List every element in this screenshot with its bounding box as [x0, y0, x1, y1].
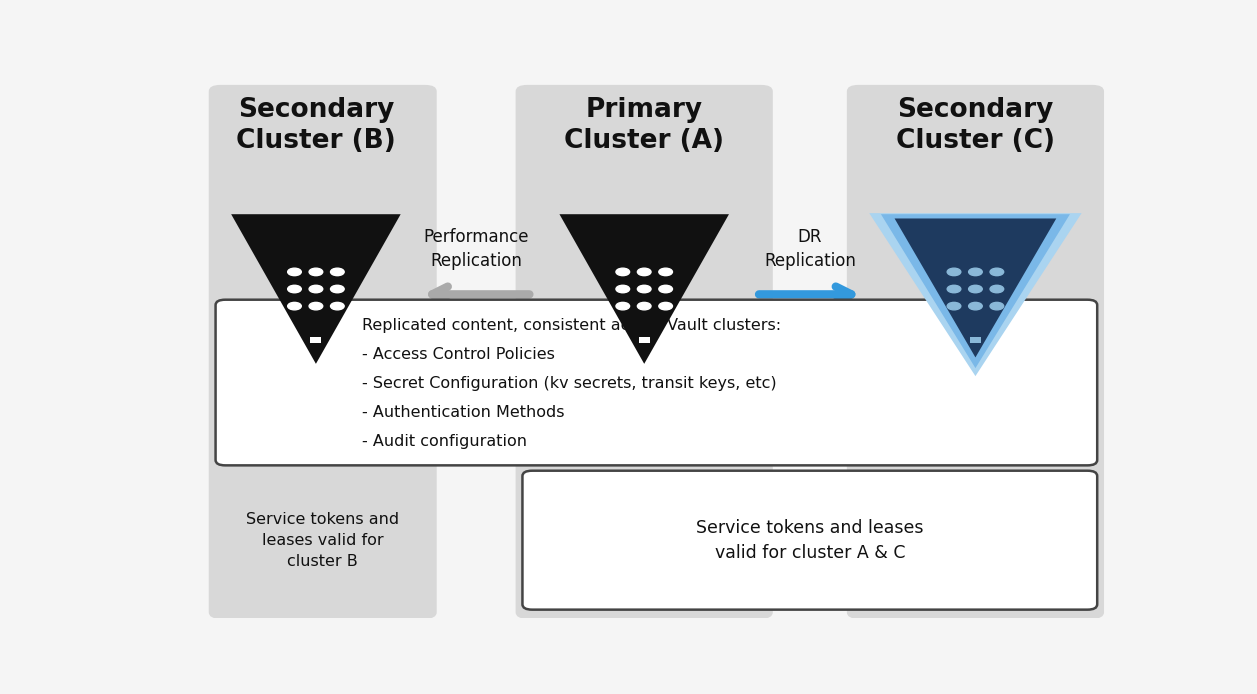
Bar — [970, 337, 980, 344]
Text: - Secret Configuration (kv secrets, transit keys, etc): - Secret Configuration (kv secrets, tran… — [362, 376, 777, 391]
Text: Service tokens and leases
valid for cluster A & C: Service tokens and leases valid for clus… — [696, 518, 924, 561]
Circle shape — [659, 285, 672, 293]
Circle shape — [948, 268, 960, 276]
Bar — [639, 337, 650, 344]
FancyBboxPatch shape — [515, 85, 773, 619]
Circle shape — [659, 268, 672, 276]
Circle shape — [637, 268, 651, 276]
Circle shape — [288, 303, 302, 310]
Circle shape — [991, 303, 1003, 310]
Text: - Access Control Policies: - Access Control Policies — [362, 347, 554, 362]
Circle shape — [331, 268, 344, 276]
Polygon shape — [881, 214, 1070, 368]
Text: Primary
Cluster (A): Primary Cluster (A) — [564, 96, 724, 153]
Circle shape — [991, 268, 1003, 276]
Text: - Audit configuration: - Audit configuration — [362, 434, 527, 449]
FancyBboxPatch shape — [209, 85, 436, 619]
FancyBboxPatch shape — [216, 300, 1097, 466]
Text: Service tokens and
leases valid for
cluster B: Service tokens and leases valid for clus… — [246, 511, 400, 568]
Circle shape — [659, 303, 672, 310]
FancyBboxPatch shape — [523, 471, 1097, 609]
Text: - Authentication Methods: - Authentication Methods — [362, 405, 564, 420]
Circle shape — [288, 285, 302, 293]
Bar — [310, 337, 322, 344]
Circle shape — [969, 285, 982, 293]
Circle shape — [969, 268, 982, 276]
Polygon shape — [559, 214, 729, 364]
Text: Replicated content, consistent across Vault clusters:: Replicated content, consistent across Va… — [362, 319, 781, 333]
Circle shape — [616, 285, 630, 293]
Text: DR
Replication: DR Replication — [764, 228, 856, 270]
Polygon shape — [231, 214, 401, 364]
Circle shape — [948, 285, 960, 293]
Circle shape — [616, 268, 630, 276]
Circle shape — [331, 303, 344, 310]
Polygon shape — [895, 219, 1056, 357]
Circle shape — [309, 285, 323, 293]
Text: Secondary
Cluster (C): Secondary Cluster (C) — [896, 96, 1055, 153]
Circle shape — [309, 268, 323, 276]
Polygon shape — [870, 213, 1081, 376]
Circle shape — [948, 303, 960, 310]
FancyBboxPatch shape — [847, 85, 1104, 619]
Circle shape — [991, 285, 1003, 293]
FancyBboxPatch shape — [216, 471, 430, 609]
Circle shape — [331, 285, 344, 293]
Circle shape — [616, 303, 630, 310]
Circle shape — [637, 303, 651, 310]
Circle shape — [309, 303, 323, 310]
Circle shape — [637, 285, 651, 293]
Text: Performance
Replication: Performance Replication — [424, 228, 529, 270]
Circle shape — [969, 303, 982, 310]
Text: Secondary
Cluster (B): Secondary Cluster (B) — [236, 96, 396, 153]
Circle shape — [288, 268, 302, 276]
